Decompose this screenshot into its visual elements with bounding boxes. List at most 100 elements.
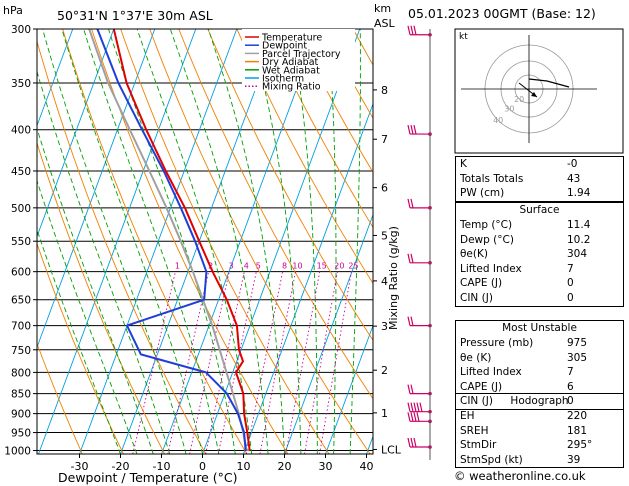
date-title: 05.01.2023 00GMT (Base: 12): [408, 6, 596, 21]
pressure-tick-label: 550: [11, 236, 31, 248]
pressure-tick-label: 450: [11, 166, 31, 178]
most-unstable-title: Most Unstable: [502, 322, 577, 334]
legend-label: Temperature: [261, 33, 322, 44]
legend-label: Parcel Trajectory: [262, 49, 341, 60]
wind-barb-flag: [410, 253, 414, 263]
index-label: K: [460, 158, 467, 170]
diagram-grid: 1 2 3 4 5 8 10 15 20 25: [37, 29, 373, 454]
surface-row: Lifted Index 7: [456, 262, 623, 277]
surface-value: 10.2: [567, 233, 591, 246]
mixing-ratio-line: [304, 271, 338, 454]
wind-barb-flag: [416, 402, 420, 412]
hodograph-stat-row: StmDir 295°: [456, 438, 623, 453]
index-value: 43: [567, 172, 581, 185]
dry-adiabat-line: [37, 39, 207, 454]
most-unstable-panel: Most Unstable Pressure (mb) 975 θe (K) 305 L…: [455, 320, 624, 410]
isotherm-line: [37, 29, 115, 238]
wind-barb-flag: [410, 384, 414, 394]
surface-row: θe(K) 304: [456, 247, 623, 262]
sounding-curves: [88, 29, 251, 452]
wind-barb-flag: [410, 316, 414, 326]
hodograph-stat-row: StmSpd (kt) 39: [456, 453, 623, 468]
altitude-tick-label: 1: [381, 407, 388, 420]
hodograph-stats-title: Hodograph: [510, 395, 569, 407]
temperature-tick-label: 20: [278, 460, 292, 473]
hodograph-stats-panel: Hodograph EH 220 SREH 181 StmDir 295° StmSpd (…: [455, 393, 624, 469]
isotherm-line: [284, 213, 373, 454]
most-unstable-value: 305: [567, 351, 588, 364]
wind-barb-flag: [407, 402, 411, 412]
most-unstable-value: 0: [567, 395, 574, 408]
wind-barb-flag: [410, 124, 414, 135]
mixing-ratio-label: 8: [282, 262, 287, 271]
mixing-ratio-line: [245, 271, 284, 454]
pressure-tick-label: 900: [11, 409, 31, 421]
pressure-tick-label: 850: [11, 389, 31, 401]
footer-credit: © weatheronline.co.uk: [454, 469, 586, 483]
wind-barb-flag: [413, 124, 417, 135]
surface-label: CAPE (J): [460, 277, 503, 290]
legend-label: Wet Adiabat: [262, 65, 320, 76]
altitude-tick-label: LCL: [381, 443, 402, 456]
mixing-ratio-line: [285, 271, 321, 454]
index-label: Totals Totals: [460, 172, 524, 185]
most-unstable-label: Lifted Index: [460, 366, 522, 379]
temperature-line: [112, 29, 251, 451]
altitude-tick-label: 4: [381, 275, 388, 288]
dry-adiabat-line: [37, 342, 83, 454]
pressure-tick-label: 500: [11, 203, 31, 215]
isotherm-line: [325, 324, 373, 454]
hpa-label: hPa: [3, 4, 23, 17]
wind-barb-flag: [407, 124, 411, 135]
hodograph-stat-label: StmDir: [460, 439, 497, 452]
pressure-tick-label: 950: [11, 428, 31, 440]
surface-panel: Surface Temp (°C) 11.4 Dewp (°C) 10.2 θe(K) 3…: [455, 202, 624, 307]
hodograph-stat-label: SREH: [460, 424, 489, 437]
wet-adiabat-line: [349, 29, 361, 454]
mixing-ratio-label: 4: [244, 262, 249, 271]
surface-value: 0: [567, 291, 574, 304]
legend-label: Dewpoint: [262, 41, 307, 52]
most-unstable-value: 6: [567, 380, 574, 393]
isotherm-line: [37, 29, 74, 127]
hodograph-frame: [454, 28, 624, 154]
wet-adiabat-line: [37, 228, 121, 454]
wind-barb-flag: [407, 198, 411, 208]
most-unstable-label: CIN (J): [460, 395, 493, 408]
hodograph-ring-label: 20: [514, 95, 524, 104]
surface-value: 0: [567, 277, 574, 290]
altitude-tick-label: 6: [381, 182, 388, 195]
temperature-tick-label: -20: [112, 460, 130, 473]
mixing-ratio-line: [217, 271, 257, 454]
surface-label: Temp (°C): [460, 219, 513, 231]
pressure-tick-label: 750: [11, 345, 31, 357]
dry-adiabat-line: [236, 29, 373, 285]
dry-adiabat-line: [120, 29, 330, 454]
surface-row: Temp (°C) 11.4: [456, 218, 623, 233]
hodograph-ring-label: 30: [504, 105, 514, 114]
pressure-tick-label: 600: [11, 267, 31, 279]
surface-row: CIN (J) 0: [456, 291, 623, 306]
mixing-ratio-line: [319, 271, 352, 454]
asl-label: ASL: [374, 17, 396, 30]
index-row: Totals Totals 43: [456, 172, 623, 187]
legend-background: [242, 29, 355, 91]
index-label: PW (cm): [460, 187, 505, 200]
legend-label: Isotherm: [262, 74, 304, 85]
index-value: 1.94: [567, 187, 591, 200]
axis-labels: 3003504004505005506006507007508008509009…: [4, 24, 402, 473]
mixing-ratio-label: 25: [348, 262, 358, 271]
most-unstable-value: 975: [567, 337, 588, 349]
dry-adiabat-line: [37, 242, 124, 454]
temperature-tick-label: -10: [153, 460, 171, 473]
wind-barb-flag: [416, 412, 420, 422]
mixing-ratio-line: [167, 271, 210, 454]
mixing-ratio-label: 5: [256, 262, 261, 271]
mixing-ratio-line: [189, 271, 230, 454]
mixing-ratio-axis-title: Mixing Ratio (g/kg): [387, 226, 400, 330]
altitude-tick-label: 2: [381, 364, 388, 377]
wet-adiabat-line: [37, 126, 154, 454]
wind-barb-flag: [413, 402, 417, 412]
wet-adiabat-line: [327, 29, 337, 454]
